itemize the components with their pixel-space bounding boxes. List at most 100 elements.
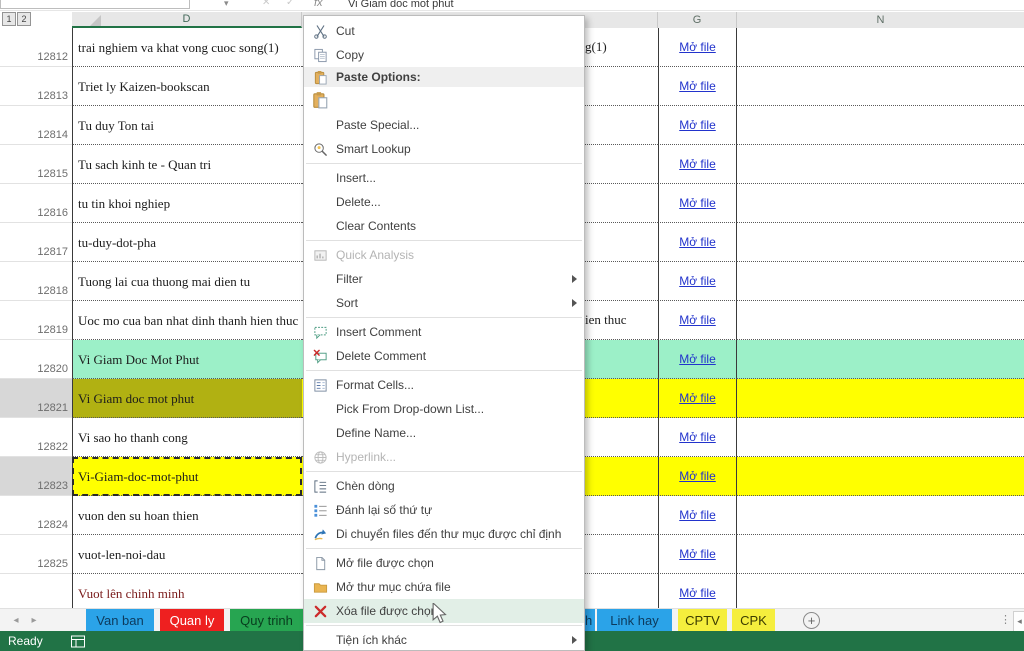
cell-column-g[interactable]: Mở file — [658, 28, 737, 67]
cell-column-d[interactable]: Tu sach kinh te - Quan tri — [72, 145, 302, 184]
tab-overflow-dots-icon[interactable]: ⋮ — [1000, 614, 1011, 626]
row-header[interactable]: 12825 — [0, 535, 72, 574]
sheet-tab[interactable]: Quy trinh — [230, 609, 303, 632]
cell-column-n[interactable] — [737, 496, 1024, 535]
open-file-link[interactable]: Mở file — [679, 274, 716, 288]
context-menu-item[interactable]: Clear Contents — [336, 219, 417, 233]
open-file-link[interactable]: Mở file — [679, 118, 716, 132]
cell-column-d[interactable]: Tuong lai cua thuong mai dien tu — [72, 262, 302, 301]
cell-column-n[interactable] — [737, 223, 1024, 262]
cell-column-d[interactable]: Uoc mo cua ban nhat dinh thanh hien thuc — [72, 301, 302, 340]
row-header[interactable]: 12815 — [0, 145, 72, 184]
confirm-entry-icon[interactable]: ✓ — [286, 0, 295, 8]
cell-column-n[interactable] — [737, 262, 1024, 301]
cell-column-d[interactable]: Vi sao ho thanh cong — [72, 418, 302, 457]
cell-column-n[interactable] — [737, 184, 1024, 223]
open-file-link[interactable]: Mở file — [679, 508, 716, 522]
open-file-link[interactable]: Mở file — [679, 79, 716, 93]
row-header[interactable]: 12818 — [0, 262, 72, 301]
open-file-link[interactable]: Mở file — [679, 469, 716, 483]
row-header[interactable] — [0, 574, 72, 608]
context-menu-item[interactable]: Delete... — [336, 195, 381, 209]
cell-column-g[interactable]: Mở file — [658, 67, 737, 106]
cell-column-g[interactable]: Mở file — [658, 184, 737, 223]
open-file-link[interactable]: Mở file — [679, 352, 716, 366]
cell-column-g[interactable]: Mở file — [658, 379, 737, 418]
row-header[interactable]: 12813 — [0, 67, 72, 106]
open-file-link[interactable]: Mở file — [679, 430, 716, 444]
context-menu-item[interactable]: Insert Comment — [304, 320, 584, 344]
open-file-link[interactable]: Mở file — [679, 391, 716, 405]
cell-column-n[interactable] — [737, 340, 1024, 379]
cell-column-g[interactable]: Mở file — [658, 496, 737, 535]
row-header[interactable]: 12816 — [0, 184, 72, 223]
open-file-link[interactable]: Mở file — [679, 235, 716, 249]
cell-column-n[interactable] — [737, 301, 1024, 340]
cell-column-d[interactable]: vuot-len-noi-dau — [72, 535, 302, 574]
row-header[interactable]: 12814 — [0, 106, 72, 145]
sheet-nav-next-icon[interactable]: ▸ — [31, 615, 37, 626]
paste-option-icon[interactable] — [304, 91, 336, 109]
context-menu-item[interactable]: Mở thư mục chứa file — [304, 575, 584, 599]
cell-column-g[interactable]: Mở file — [658, 574, 737, 608]
cell-column-n[interactable] — [737, 145, 1024, 184]
outline-level-2-button[interactable]: 2 — [17, 12, 31, 26]
formula-bar-text[interactable]: Vi Giam doc mot phut — [348, 0, 454, 10]
cell-column-n[interactable] — [737, 457, 1024, 496]
cell-column-d[interactable]: vuon den su hoan thien — [72, 496, 302, 535]
cell-column-d[interactable]: Vi-Giam-doc-mot-phut — [72, 457, 302, 496]
context-menu-item[interactable]: Mở file được chọn — [304, 551, 584, 575]
cell-column-n[interactable] — [737, 379, 1024, 418]
name-box[interactable] — [0, 0, 190, 9]
cell-column-d[interactable]: Triet ly Kaizen-bookscan — [72, 67, 302, 106]
row-header[interactable]: 12824 — [0, 496, 72, 535]
sheet-tab[interactable]: h — [585, 609, 595, 632]
column-header-n[interactable]: N — [876, 14, 885, 26]
context-menu-item[interactable]: Filter — [304, 267, 584, 291]
cell-column-g[interactable]: Mở file — [658, 145, 737, 184]
context-menu-item[interactable]: Di chuyển files đến thư mục được chỉ địn… — [304, 522, 584, 546]
row-header[interactable]: 12823 — [0, 457, 72, 496]
context-menu-item[interactable]: Smart Lookup — [304, 137, 584, 161]
cell-column-n[interactable] — [737, 574, 1024, 608]
cell-column-d[interactable]: Vi Giam Doc Mot Phut — [72, 340, 302, 379]
cell-column-d[interactable]: Vuot lên chinh minh — [72, 574, 302, 608]
hscroll-left-arrow-icon[interactable]: ◂ — [1013, 611, 1024, 632]
column-header-g[interactable]: G — [658, 12, 737, 28]
sheet-tab[interactable]: CPK — [732, 609, 775, 632]
open-file-link[interactable]: Mở file — [679, 313, 716, 327]
cell-column-n[interactable] — [737, 535, 1024, 574]
row-header[interactable]: 12817 — [0, 223, 72, 262]
context-menu-item[interactable]: Copy — [304, 43, 584, 67]
open-file-link[interactable]: Mở file — [679, 586, 716, 600]
sheet-tab[interactable]: Van ban — [86, 609, 154, 632]
context-menu-item[interactable]: Tiện ích khác — [304, 628, 584, 650]
sheet-tab[interactable]: Link hay — [597, 609, 672, 632]
context-menu-item[interactable]: Delete Comment — [304, 344, 584, 368]
macro-record-icon[interactable] — [70, 635, 85, 648]
cell-column-d[interactable]: Vi Giam doc mot phut — [72, 379, 302, 418]
context-menu-item[interactable]: Cut — [304, 19, 584, 43]
open-file-link[interactable]: Mở file — [679, 157, 716, 171]
context-menu-item[interactable]: Define Name... — [336, 426, 417, 440]
cell-column-g[interactable]: Mở file — [658, 262, 737, 301]
context-menu-item[interactable]: Chèn dòng — [304, 474, 584, 498]
cell-column-d[interactable]: tu-duy-dot-pha — [72, 223, 302, 262]
context-menu-item[interactable]: Format Cells... — [304, 373, 584, 397]
cell-column-d[interactable]: Tu duy Ton tai — [72, 106, 302, 145]
cell-column-n[interactable] — [737, 106, 1024, 145]
outline-level-1-button[interactable]: 1 — [2, 12, 16, 26]
cell-column-n[interactable] — [737, 28, 1024, 67]
cell-column-n[interactable] — [737, 418, 1024, 457]
cell-column-g[interactable]: Mở file — [658, 418, 737, 457]
cell-column-d[interactable]: trai nghiem va khat vong cuoc song(1) — [72, 28, 302, 67]
select-all-triangle-icon[interactable] — [90, 15, 101, 26]
row-header[interactable]: 12820 — [0, 340, 72, 379]
new-sheet-button[interactable]: + — [803, 612, 820, 629]
context-menu-item[interactable]: Sort — [304, 291, 584, 315]
row-header[interactable]: 12819 — [0, 301, 72, 340]
name-box-dropdown-icon[interactable]: ▾ — [224, 0, 229, 8]
cell-column-g[interactable]: Mở file — [658, 535, 737, 574]
row-header[interactable]: 12822 — [0, 418, 72, 457]
sheet-tab[interactable]: Quan ly — [160, 609, 224, 632]
